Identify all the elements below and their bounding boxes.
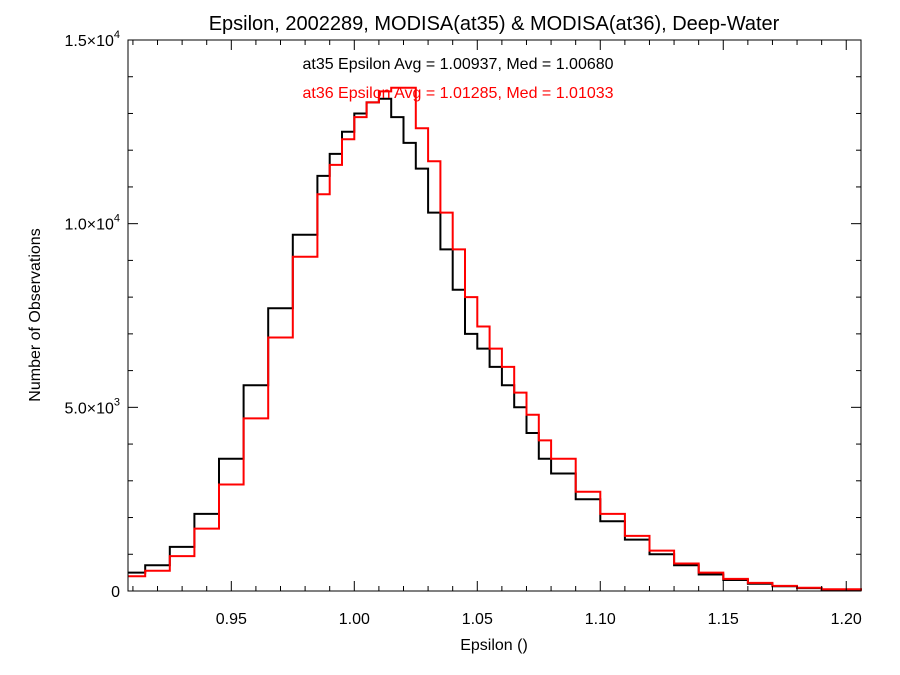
x-tick-label: 1.05 — [462, 611, 493, 628]
series-0-line — [128, 97, 862, 591]
y-tick-label: 5.0×103 — [64, 396, 120, 417]
annotation-at35: at35 Epsilon Avg = 1.00937, Med = 1.0068… — [302, 56, 613, 73]
y-tick-label: 1.0×104 — [64, 213, 120, 234]
x-tick-label: 0.95 — [216, 611, 247, 628]
y-axis: 0 5.0×103 1.0×104 1.5×104 — [64, 29, 861, 601]
plot-area — [128, 86, 862, 591]
y-tick-label: 0 — [111, 584, 120, 601]
plot-frame — [127, 39, 862, 592]
annotation-at36: at36 Epsilon Avg = 1.01285, Med = 1.0103… — [302, 85, 613, 102]
y-axis-label: Number of Observations — [27, 228, 44, 401]
y-tick-label: 1.5×104 — [64, 29, 120, 50]
series-1-line — [128, 86, 862, 591]
x-axis: 0.95 1.00 1.05 1.10 1.15 1.20 — [132, 40, 862, 628]
chart-title: Epsilon, 2002289, MODISA(at35) & MODISA(… — [209, 13, 780, 35]
x-axis-label: Epsilon () — [460, 637, 528, 654]
x-tick-label: 1.10 — [585, 611, 616, 628]
x-tick-label: 1.00 — [339, 611, 370, 628]
x-tick-label: 1.15 — [708, 611, 739, 628]
x-tick-label: 1.20 — [831, 611, 862, 628]
